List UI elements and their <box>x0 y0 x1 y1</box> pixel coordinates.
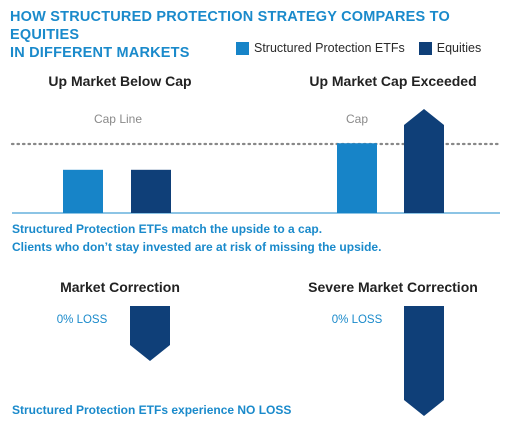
bar-up-cap-exceeded-structured <box>337 143 377 213</box>
legend-item-structured: Structured Protection ETFs <box>236 41 405 55</box>
panel-title-severe-correction: Severe Market Correction <box>308 279 478 295</box>
chart-title-line-2: IN DIFFERENT MARKETS <box>10 45 190 61</box>
note-no-loss: Structured Protection ETFs experience NO… <box>12 403 291 417</box>
legend-label-equities: Equities <box>436 41 482 55</box>
bar-severe-correction-equities-arrow <box>404 306 444 416</box>
panel-title-up-below-cap: Up Market Below Cap <box>48 73 191 89</box>
chart-title: HOW STRUCTURED PROTECTION STRATEGY COMPA… <box>10 8 490 62</box>
bar-up-cap-exceeded-equities-arrow <box>404 109 444 213</box>
zero-loss-label-correction: 0% LOSS <box>57 314 108 326</box>
note-upside-cap: Structured Protection ETFs match the ups… <box>12 222 322 236</box>
zero-loss-label-severe: 0% LOSS <box>332 314 383 326</box>
bar-up-below-cap-equities <box>131 169 171 213</box>
legend: Structured Protection ETFs Equities <box>236 40 495 56</box>
panel-title-up-cap-exceeded: Up Market Cap Exceeded <box>309 73 476 89</box>
note-missing-upside: Clients who don’t stay invested are at r… <box>12 240 381 254</box>
panel-title-market-correction: Market Correction <box>60 279 180 295</box>
cap-label: Cap <box>346 112 368 126</box>
legend-swatch-equities <box>418 41 432 55</box>
chart-title-line-1: HOW STRUCTURED PROTECTION STRATEGY COMPA… <box>10 9 450 43</box>
bar-up-below-cap-structured <box>63 169 103 213</box>
cap-line-label: Cap Line <box>94 112 142 126</box>
legend-item-equities: Equities <box>418 41 482 55</box>
legend-swatch-structured <box>236 41 249 55</box>
bar-market-correction-equities-arrow <box>130 306 170 361</box>
legend-label-structured: Structured Protection ETFs <box>254 41 405 55</box>
